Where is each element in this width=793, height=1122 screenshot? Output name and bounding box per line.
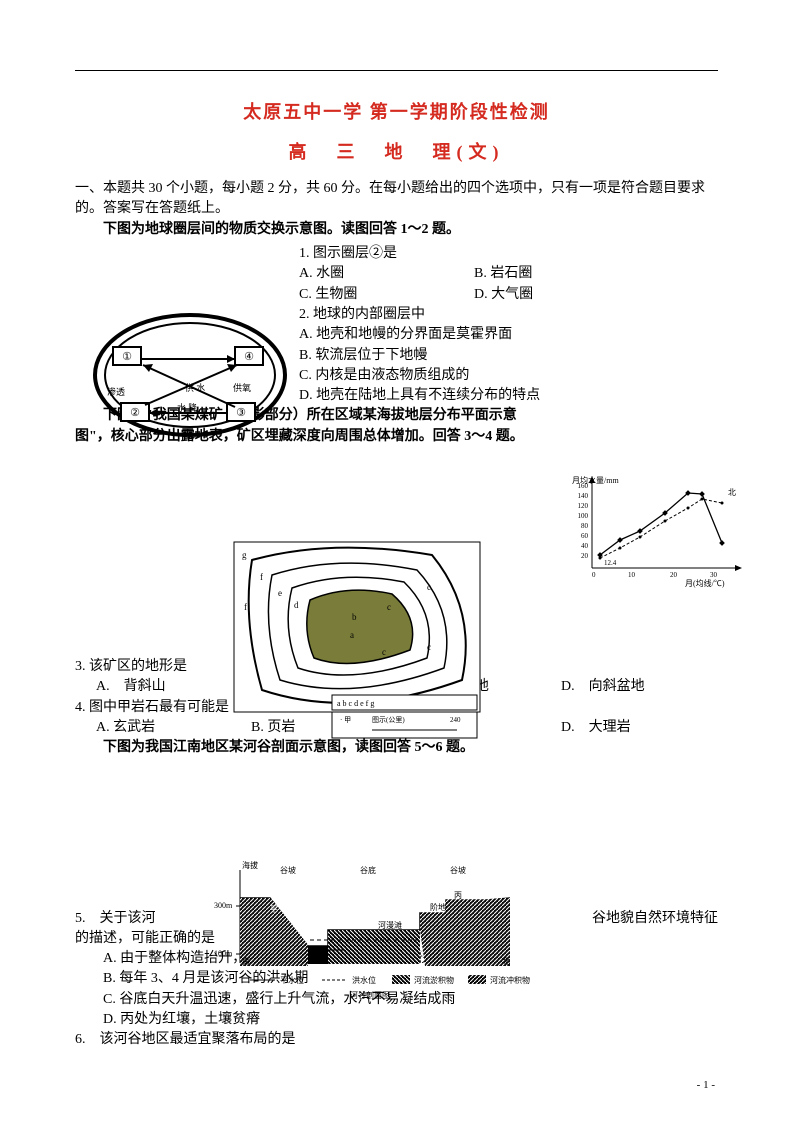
- q3-opt-d: D. 向斜盆地: [561, 677, 716, 697]
- svg-text:洪水位: 洪水位: [352, 975, 376, 985]
- page-number: - 1 -: [697, 1078, 715, 1094]
- svg-text:c: c: [382, 647, 386, 657]
- svg-text:③: ③: [236, 407, 246, 419]
- svg-text:f: f: [260, 572, 263, 582]
- top-rule: [75, 70, 718, 71]
- q1-stem: 1. 图示圈层②是: [75, 244, 718, 264]
- coal-mine-map: g f e d c c b a c c f a b c d e f g · 甲 …: [232, 540, 482, 740]
- svg-text:河流冲积物: 河流冲积物: [490, 975, 530, 985]
- svg-text:水 降: 水 降: [177, 402, 197, 413]
- q4-opt-a: A. 玄武岩: [96, 718, 251, 738]
- svg-text:④: ④: [244, 351, 254, 363]
- svg-text:· 甲: · 甲: [340, 716, 351, 724]
- q1-opt-c: C. 生物圈: [299, 285, 474, 305]
- svg-text:f: f: [244, 602, 247, 612]
- svg-text:g: g: [242, 550, 247, 560]
- exam-subtitle: 高 三 地 理(文): [75, 139, 718, 165]
- svg-text:平水位: 平水位: [280, 975, 304, 985]
- svg-text:谷底: 谷底: [360, 865, 376, 875]
- svg-text:河谷剖面图: 河谷剖面图: [350, 990, 390, 1000]
- svg-text:120: 120: [578, 502, 589, 510]
- svg-text:平: 平: [270, 905, 278, 914]
- section-intro: 一、本题共 30 个小题，每小题 2 分，共 60 分。在每小题给出的四个选项中…: [75, 179, 718, 220]
- q5-stem-b: 谷地貌自然环境特征: [592, 909, 718, 929]
- svg-text:南: 南: [242, 956, 250, 966]
- svg-text:12.4: 12.4: [604, 559, 617, 567]
- svg-text:c: c: [427, 642, 431, 652]
- svg-text:月(均线/℃): 月(均线/℃): [685, 578, 725, 588]
- svg-text:e: e: [278, 588, 282, 598]
- svg-text:b: b: [352, 612, 357, 622]
- q4-opt-d: D. 大理岩: [561, 718, 716, 738]
- q6-stem: 6. 该河谷地区最适宜聚落布局的是: [75, 1030, 718, 1050]
- svg-text:140: 140: [578, 492, 589, 500]
- svg-text:阶地: 阶地: [430, 902, 446, 912]
- svg-text:图示(公里): 图示(公里): [372, 716, 405, 724]
- q1-opt-b: B. 岩石圈: [474, 264, 532, 284]
- svg-text:河流淤积物: 河流淤积物: [414, 975, 454, 985]
- svg-text:c: c: [427, 582, 431, 592]
- svg-text:c: c: [387, 602, 391, 612]
- svg-text:供氧: 供氧: [233, 382, 251, 393]
- svg-text:②: ②: [130, 407, 140, 419]
- q5-opt-d: D. 丙处为红壤，土壤贫瘠: [75, 1010, 718, 1030]
- svg-text:d: d: [294, 600, 299, 610]
- svg-text:100: 100: [578, 512, 589, 520]
- svg-text:北: 北: [728, 488, 736, 497]
- svg-text:渗透: 渗透: [107, 386, 125, 397]
- svg-text:海拔: 海拔: [242, 860, 258, 870]
- climate-line-chart: 月均水量/mm 160 140 120 100 80 60 40 20 0 10…: [570, 473, 745, 588]
- q1-opt-a: A. 水圈: [299, 264, 474, 284]
- svg-text:20: 20: [670, 571, 678, 579]
- svg-text:a: a: [350, 630, 354, 640]
- q5-6-lead: 下图为我国江南地区某河谷剖面示意图，读图回答 5～6 题。: [75, 738, 718, 758]
- svg-text:谷坡: 谷坡: [450, 865, 466, 875]
- svg-text:60: 60: [581, 532, 589, 540]
- svg-text:河漫滩: 河漫滩: [378, 920, 402, 930]
- svg-text:240: 240: [450, 716, 461, 724]
- svg-text:供 水: 供 水: [185, 382, 205, 393]
- svg-text:40: 40: [581, 542, 589, 550]
- q1-2-lead: 下图为地球圈层间的物质交换示意图。读图回答 1～2 题。: [75, 220, 718, 240]
- svg-text:丙: 丙: [454, 891, 462, 900]
- q1-opt-d: D. 大气圈: [474, 285, 533, 305]
- svg-text:a b c d e f g: a b c d e f g: [337, 699, 374, 708]
- svg-text:①: ①: [122, 351, 132, 363]
- svg-text:谷坡: 谷坡: [280, 865, 296, 875]
- svg-text:30: 30: [710, 571, 718, 579]
- svg-text:0: 0: [592, 571, 596, 579]
- river-valley-section: 海拔 300m 100m 谷坡 谷底 谷坡 平 阶地 丙 河漫滩 南 北 平水位…: [210, 858, 530, 1003]
- svg-text:300m: 300m: [214, 901, 233, 910]
- svg-text:100m: 100m: [214, 949, 233, 958]
- q5-stem-a: 5. 关于该河: [75, 909, 156, 929]
- svg-text:北: 北: [502, 957, 510, 966]
- svg-text:20: 20: [581, 552, 589, 560]
- sphere-exchange-diagram: ① ④ ② ③ 渗透 供 水 供氧 水 降: [85, 295, 295, 445]
- svg-text:10: 10: [628, 571, 636, 579]
- q3-opt-a: A. 背斜山: [96, 677, 251, 697]
- svg-text:80: 80: [581, 522, 589, 530]
- svg-text:160: 160: [578, 482, 589, 490]
- exam-title: 太原五中一学 第一学期阶段性检测: [75, 99, 718, 125]
